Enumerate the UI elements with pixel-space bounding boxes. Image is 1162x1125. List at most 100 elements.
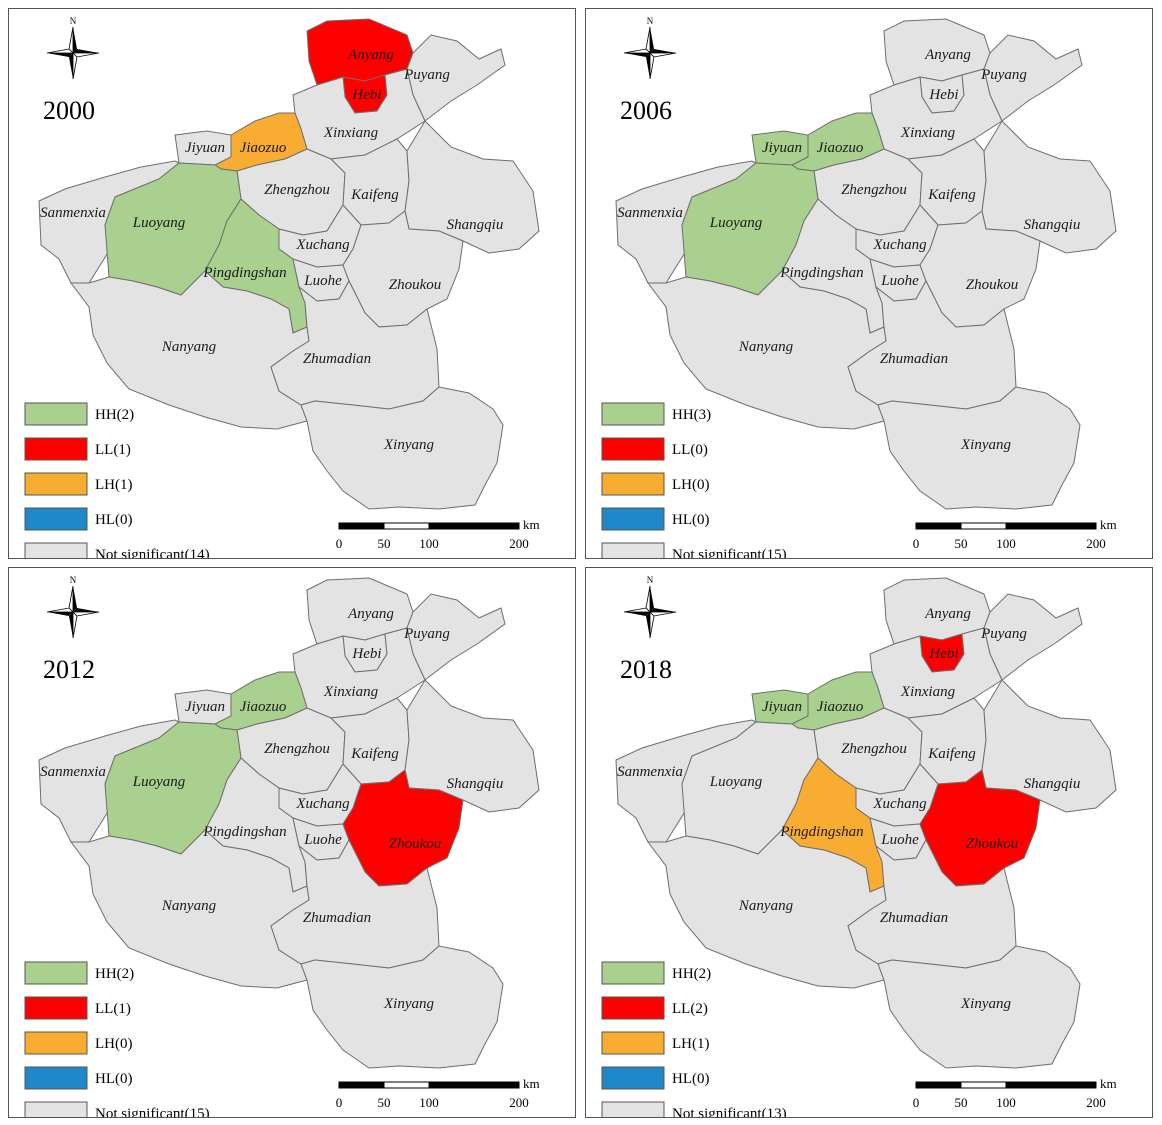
- region-xinyang: [877, 945, 1081, 1069]
- scale-unit-label: km: [1100, 1076, 1117, 1091]
- legend-swatch-ns: [601, 1101, 665, 1117]
- region-zhoukou: [342, 210, 464, 328]
- scale-tick-label: 0: [336, 536, 343, 551]
- region-label-luoyang: Luoyang: [132, 215, 186, 231]
- legend-label-hh: HH(2): [95, 966, 134, 982]
- legend-swatch-hl: [601, 507, 665, 531]
- legend-label-ll: LL(2): [672, 1001, 708, 1017]
- legend-swatch-ll: [24, 437, 88, 461]
- region-label-nanyang: Nanyang: [738, 898, 794, 914]
- legend-label-lh: LH(0): [672, 477, 710, 493]
- north-arrow-icon: N: [623, 575, 677, 639]
- region-label-zhumadian: Zhumadian: [303, 351, 371, 367]
- map-panel-2006: Anyang Puyang Hebi Xinxiang Jiyuan Jiaozuo Zhe…: [585, 8, 1153, 559]
- north-arrow-icon: N: [46, 575, 100, 639]
- year-label: 2000: [43, 96, 95, 125]
- region-label-zhengzhou: Zhengzhou: [841, 182, 907, 198]
- legend-swatch-ns: [24, 1101, 88, 1117]
- region-label-hebi: Hebi: [928, 646, 958, 662]
- region-label-anyang: Anyang: [347, 606, 394, 622]
- region-label-xinyang: Xinyang: [960, 996, 1011, 1012]
- region-label-nanyang: Nanyang: [161, 898, 217, 914]
- region-xinyang: [877, 386, 1081, 510]
- region-label-zhumadian: Zhumadian: [880, 351, 948, 367]
- scale-unit-label: km: [523, 517, 540, 532]
- legend: HH(2) LL(2) LH(1) HL(0) Not significant(13): [601, 961, 787, 1118]
- region-label-hebi: Hebi: [928, 87, 958, 103]
- region-label-shangqiu: Shangqiu: [1024, 217, 1081, 233]
- region-label-jiyuan: Jiyuan: [762, 699, 802, 715]
- scale-tick-label: 0: [913, 1095, 920, 1110]
- legend-swatch-ns: [601, 542, 665, 558]
- legend-label-hh: HH(2): [95, 407, 134, 423]
- scale-tick-label: 0: [336, 1095, 343, 1110]
- region-zhoukou: [919, 210, 1041, 328]
- year-label: 2012: [43, 655, 95, 684]
- region-label-xuchang: Xuchang: [295, 796, 350, 812]
- region-label-sanmenxia: Sanmenxia: [617, 764, 683, 780]
- legend-label-hl: HL(0): [95, 512, 133, 528]
- region-label-jiyuan: Jiyuan: [185, 699, 225, 715]
- legend-swatch-ll: [601, 996, 665, 1020]
- region-label-jiyuan: Jiyuan: [185, 140, 225, 156]
- region-label-pingdingshan: Pingdingshan: [202, 265, 286, 281]
- region-label-zhengzhou: Zhengzhou: [264, 741, 330, 757]
- region-label-zhoukou: Zhoukou: [966, 836, 1019, 852]
- region-label-xuchang: Xuchang: [872, 796, 927, 812]
- legend-swatch-hh: [601, 961, 665, 985]
- legend-label-hl: HL(0): [672, 1071, 710, 1087]
- region-label-kaifeng: Kaifeng: [927, 746, 976, 762]
- scale-bar: 0 50 100 200 km: [336, 1076, 540, 1110]
- scale-tick-label: 200: [1086, 1095, 1106, 1110]
- scale-unit-label: km: [523, 1076, 540, 1091]
- scale-tick-label: 100: [419, 1095, 439, 1110]
- region-label-xuchang: Xuchang: [872, 237, 927, 253]
- scale-tick-label: 50: [378, 536, 391, 551]
- region-label-xinxiang: Xinxiang: [323, 684, 379, 700]
- legend-swatch-lh: [24, 472, 88, 496]
- legend-swatch-hl: [24, 1066, 88, 1090]
- region-label-sanmenxia: Sanmenxia: [40, 764, 106, 780]
- legend: HH(2) LL(1) LH(0) HL(0) Not significant(15): [24, 961, 210, 1117]
- legend-label-ns: Not significant(15): [672, 547, 787, 559]
- north-letter: N: [647, 575, 654, 585]
- scale-tick-label: 200: [509, 1095, 529, 1110]
- region-label-jiaozuo: Jiaozuo: [817, 140, 864, 156]
- legend-label-hh: HH(3): [672, 407, 711, 423]
- region-label-zhoukou: Zhoukou: [389, 836, 442, 852]
- region-label-jiyuan: Jiyuan: [762, 140, 802, 156]
- scale-bar: 0 50 100 200 km: [336, 517, 540, 551]
- legend-label-lh: LH(0): [95, 1036, 133, 1052]
- region-label-puyang: Puyang: [403, 626, 450, 642]
- scale-bar: 0 50 100 200 km: [913, 1076, 1117, 1110]
- legend: HH(2) LL(1) LH(1) HL(0) Not significant(14): [24, 402, 210, 558]
- legend-swatch-lh: [24, 1031, 88, 1055]
- year-label: 2006: [620, 96, 672, 125]
- map-panel-2018: Anyang Puyang Hebi Xinxiang Jiyuan Jiaozuo Zhe…: [585, 567, 1153, 1118]
- legend-swatch-ll: [601, 437, 665, 461]
- scale-tick-label: 50: [955, 1095, 968, 1110]
- map-canvas: Anyang Puyang Hebi Xinxiang Jiyuan Jiaozuo Zhe…: [24, 16, 540, 558]
- region-label-anyang: Anyang: [924, 606, 971, 622]
- region-label-shangqiu: Shangqiu: [1024, 776, 1081, 792]
- legend: HH(3) LL(0) LH(0) HL(0) Not significant(15): [601, 402, 787, 559]
- region-label-shangqiu: Shangqiu: [447, 776, 504, 792]
- scale-tick-label: 200: [509, 536, 529, 551]
- map-panel-2000: Anyang Puyang Hebi Xinxiang Jiyuan Jiaozuo Zhe…: [8, 8, 576, 559]
- region-label-jiaozuo: Jiaozuo: [240, 699, 287, 715]
- legend-swatch-hh: [24, 402, 88, 426]
- province-map: [38, 18, 540, 510]
- region-zhumadian: [847, 279, 1017, 410]
- north-letter: N: [647, 16, 654, 26]
- map-canvas: Anyang Puyang Hebi Xinxiang Jiyuan Jiaozuo Zhe…: [601, 575, 1117, 1118]
- region-label-zhoukou: Zhoukou: [966, 277, 1019, 293]
- province-map: [615, 577, 1117, 1069]
- scale-tick-label: 50: [955, 536, 968, 551]
- scale-bar: 0 50 100 200 km: [913, 517, 1117, 551]
- region-label-zhengzhou: Zhengzhou: [264, 182, 330, 198]
- region-xinyang: [300, 945, 504, 1069]
- region-label-zhengzhou: Zhengzhou: [841, 741, 907, 757]
- legend-label-ns: Not significant(13): [672, 1106, 787, 1118]
- region-label-xuchang: Xuchang: [295, 237, 350, 253]
- region-label-zhoukou: Zhoukou: [389, 277, 442, 293]
